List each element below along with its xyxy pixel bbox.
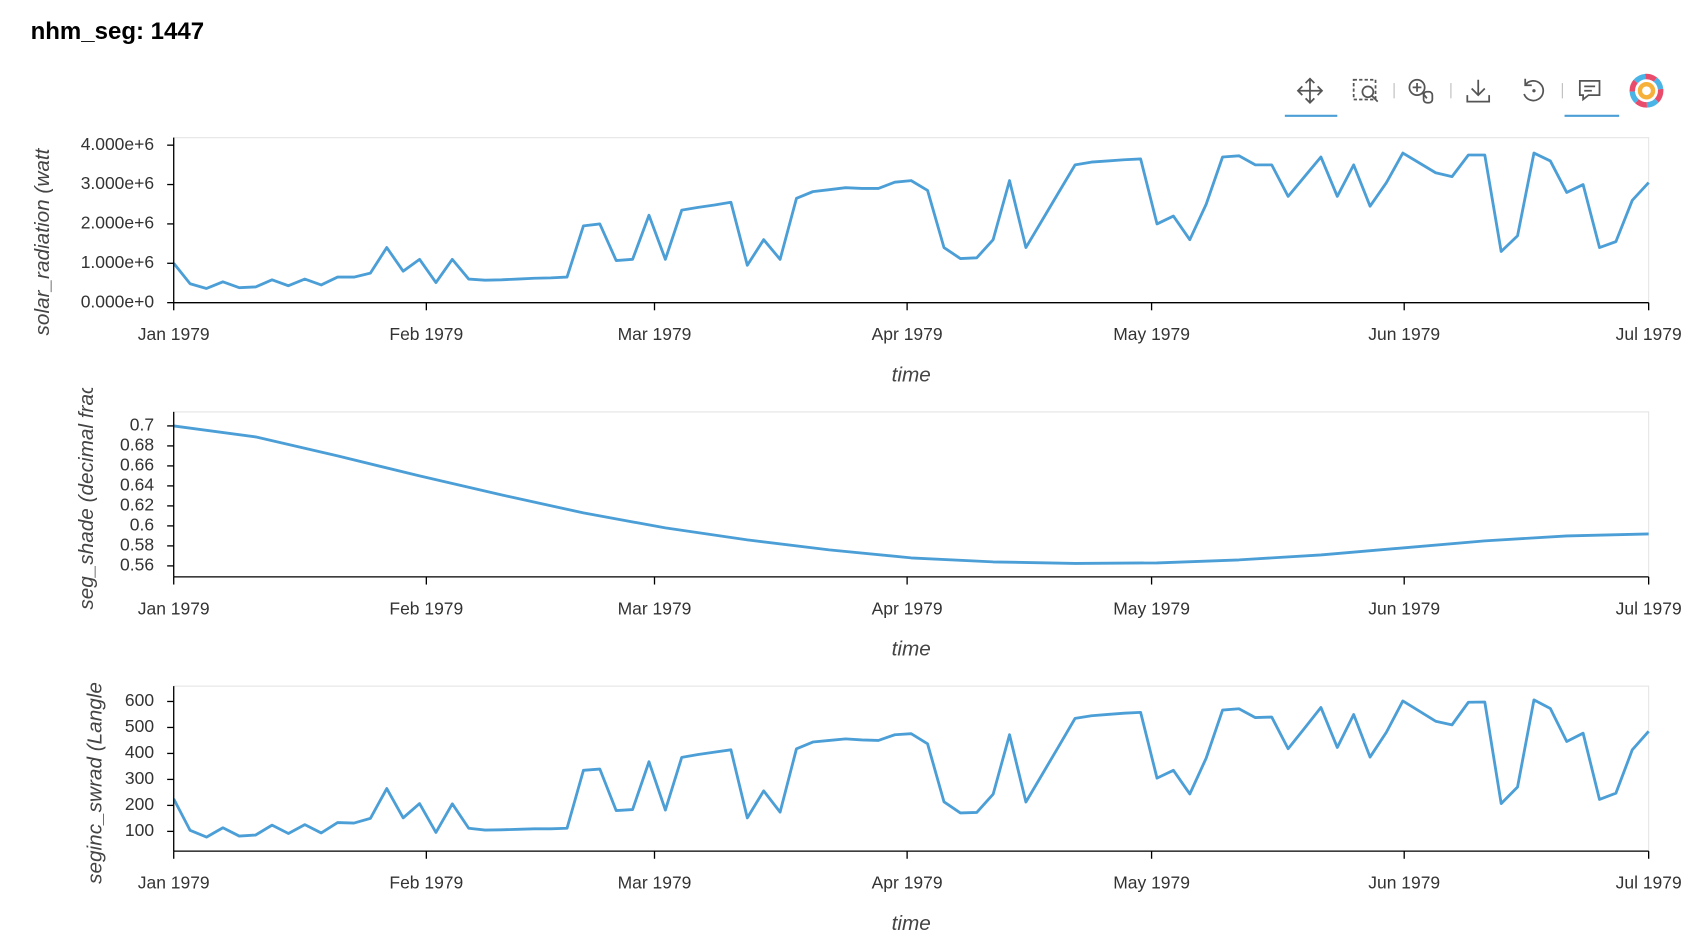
x-tick-label: Jul 1979: [1616, 873, 1682, 893]
plot-area: [173, 151, 1650, 290]
data-line: [173, 151, 1650, 290]
y-axis-title: seginc_swrad (Langle: [84, 682, 107, 884]
y-tick-label: 0.64: [120, 475, 154, 495]
x-tick-label: Jun 1979: [1368, 598, 1440, 618]
x-tick-label: Mar 1979: [618, 598, 692, 618]
wheel-zoom-tool[interactable]: [1408, 78, 1434, 104]
y-tick-label: 100: [125, 820, 154, 840]
x-tick-label: May 1979: [1113, 598, 1190, 618]
y-tick-label: 500: [125, 716, 154, 736]
y-tick-label: 3.000e+6: [81, 173, 154, 193]
save-tool[interactable]: [1466, 79, 1491, 103]
x-tick-label: Jun 1979: [1368, 324, 1440, 344]
y-tick-label: 300: [125, 768, 154, 788]
y-tick-label: 0.58: [120, 535, 154, 555]
reset-tool[interactable]: [1523, 78, 1545, 102]
y-tick-label: 1.000e+6: [81, 252, 154, 272]
x-axis-title: time: [892, 363, 931, 386]
y-axis-title: solar_radiation (watt: [31, 147, 54, 335]
plot-area: [173, 698, 1650, 839]
x-tick-label: Mar 1979: [618, 324, 692, 344]
y-title-clip: solar_radiation (watt: [31, 147, 54, 335]
plot-frame: [173, 137, 1650, 304]
plot-frame: [173, 685, 1650, 852]
y-tick-label: 0.56: [120, 555, 154, 575]
hover-tool[interactable]: [1578, 79, 1601, 102]
x-tick-label: Feb 1979: [389, 324, 463, 344]
x-tick-label: May 1979: [1113, 324, 1190, 344]
y-tick-label: 0.7: [130, 415, 154, 435]
y-title-clip: seg_shade (decimal frac: [75, 383, 98, 610]
y-tick-label: 200: [125, 794, 154, 814]
y-axis-title: seg_shade (decimal frac: [75, 383, 98, 610]
x-tick-label: Jul 1979: [1616, 598, 1682, 618]
y-tick-label: 600: [125, 690, 154, 710]
toolbar: [1284, 73, 1664, 117]
y-title-clip: seginc_swrad (Langle: [84, 682, 107, 884]
y-tick-label: 0.68: [120, 435, 154, 455]
x-tick-label: May 1979: [1113, 873, 1190, 893]
plot-area: [173, 424, 1649, 565]
x-tick-label: Feb 1979: [389, 873, 463, 893]
x-tick-label: Mar 1979: [618, 873, 692, 893]
x-tick-label: Jan 1979: [138, 873, 210, 893]
x-tick-label: Jan 1979: [138, 324, 210, 344]
data-line: [173, 424, 1649, 565]
plot-frame: [173, 411, 1650, 578]
y-tick-label: 0.66: [120, 455, 154, 475]
x-tick-label: Jul 1979: [1616, 324, 1682, 344]
x-axis-title: time: [892, 912, 931, 932]
x-tick-label: Apr 1979: [872, 873, 943, 893]
y-tick-label: 2.000e+6: [81, 213, 154, 233]
y-tick-label: 400: [125, 742, 154, 762]
x-tick-label: Apr 1979: [872, 324, 943, 344]
y-tick-label: 4.000e+6: [81, 134, 154, 154]
box-zoom-tool[interactable]: [1352, 78, 1379, 103]
x-tick-label: Jun 1979: [1368, 873, 1440, 893]
chart-panel: 0.000e+0 1.000e+6 2.000e+6 3.000e+6 4.000e+6…: [31, 134, 1682, 387]
y-tick-label: 0.6: [130, 515, 154, 535]
x-axis-title: time: [892, 638, 931, 661]
data-line: [173, 698, 1650, 839]
x-tick-label: Jan 1979: [138, 598, 210, 618]
pan-tool[interactable]: [1296, 77, 1324, 104]
y-tick-label: 0.000e+0: [81, 291, 155, 311]
y-tick-label: 0.62: [120, 495, 154, 515]
bokeh-logo[interactable]: [1629, 73, 1664, 108]
x-tick-label: Feb 1979: [389, 598, 463, 618]
page-title: nhm_seg: 1447: [31, 18, 205, 45]
chart-panel: 0.560.580.60.620.640.660.680.7 Jan 1979 Fe…: [75, 383, 1682, 661]
chart-panel: 100 200 300 400 500 600 Jan 1979 Feb 1979 Mar 19…: [84, 682, 1682, 932]
x-tick-label: Apr 1979: [872, 598, 943, 618]
